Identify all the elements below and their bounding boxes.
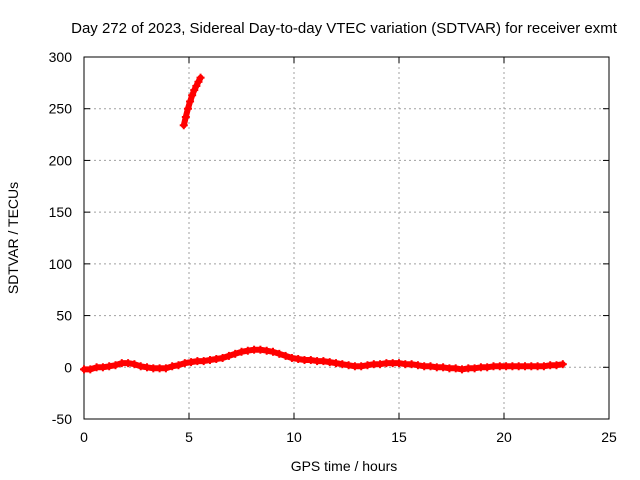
x-tick-label: 25 (601, 429, 617, 445)
y-tick-label: 200 (49, 152, 73, 168)
y-tick-label: 250 (49, 101, 73, 117)
y-axis-label: SDTVAR / TECUs (5, 182, 21, 294)
chart-title: Day 272 of 2023, Sidereal Day-to-day VTE… (71, 20, 618, 37)
axis-ticks: 0 5 10 15 20 25 -50 0 50 100 150 200 250 300 (49, 49, 617, 445)
x-tick-label: 20 (496, 429, 512, 445)
y-tick-label: 150 (49, 204, 73, 220)
x-tick-label: 5 (185, 429, 193, 445)
x-tick-label: 15 (391, 429, 407, 445)
series-trace (81, 346, 566, 373)
y-tick-label: 100 (49, 256, 73, 272)
series-trace (180, 74, 204, 129)
plot-frame (83, 56, 610, 420)
y-tick-label: 50 (56, 308, 72, 324)
x-tick-label: 10 (286, 429, 302, 445)
x-axis-label: GPS time / hours (291, 458, 398, 474)
data-points (80, 73, 567, 374)
y-tick-label: 300 (49, 49, 73, 65)
y-tick-label: 0 (64, 359, 72, 375)
x-tick-label: 0 (80, 429, 88, 445)
y-tick-label: -50 (52, 411, 72, 427)
